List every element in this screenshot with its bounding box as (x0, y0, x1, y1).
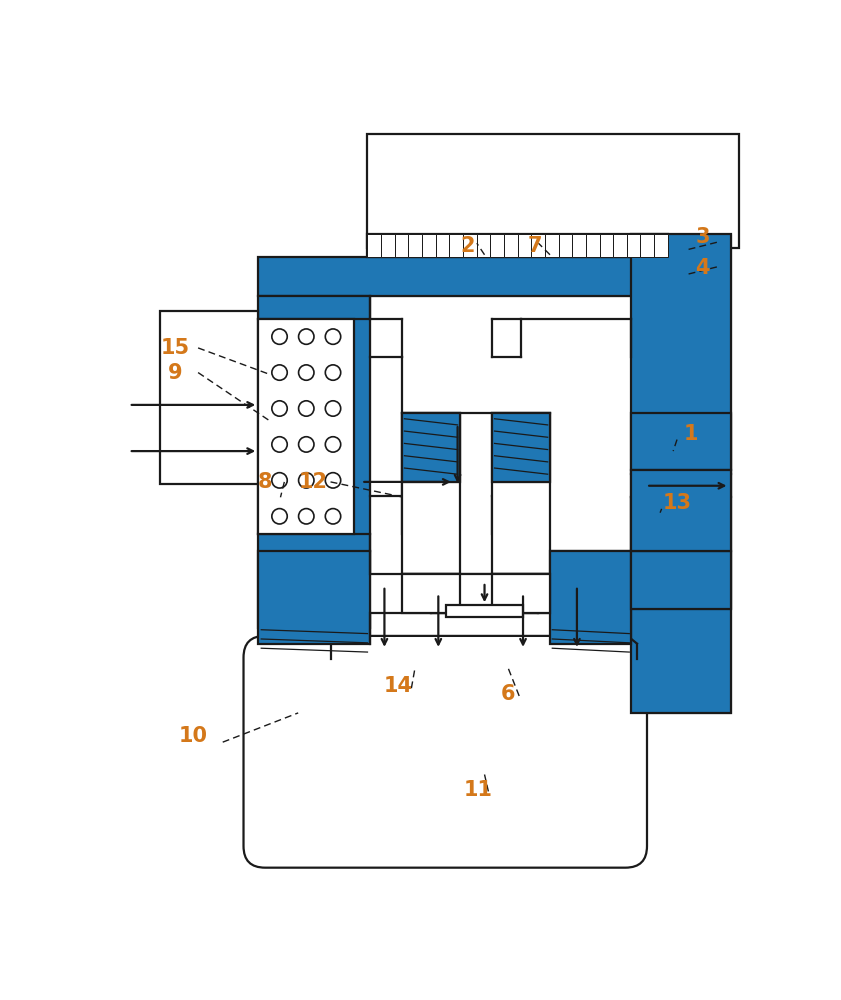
Text: 11: 11 (464, 780, 493, 800)
Bar (402, 413, 460, 482)
Bar (492, 413, 550, 574)
Bar (492, 574, 550, 613)
Bar (160, 311, 258, 484)
Text: 3: 3 (696, 227, 710, 247)
Bar (258, 551, 370, 644)
Bar (550, 551, 631, 644)
Bar (402, 413, 460, 482)
Text: 8: 8 (258, 472, 272, 492)
Bar (258, 257, 724, 296)
Bar (572, 234, 586, 257)
Bar (558, 234, 572, 257)
Bar (631, 551, 731, 609)
Bar (492, 574, 550, 601)
Bar (545, 234, 558, 257)
Bar (463, 234, 477, 257)
Bar (613, 234, 627, 257)
Bar (258, 551, 370, 644)
Bar (409, 234, 422, 257)
Bar (550, 551, 631, 644)
Bar (402, 574, 460, 601)
Bar (258, 319, 354, 534)
Bar (504, 234, 518, 257)
Bar (631, 551, 731, 609)
Text: 14: 14 (383, 676, 413, 696)
Bar (627, 234, 641, 257)
Bar (631, 413, 731, 470)
Bar (532, 234, 545, 257)
Bar (641, 234, 654, 257)
Text: 1: 1 (684, 424, 698, 444)
Bar (518, 234, 532, 257)
Bar (258, 257, 724, 296)
Bar (394, 234, 409, 257)
Text: 15: 15 (161, 338, 189, 358)
Bar (258, 296, 370, 628)
Bar (368, 234, 381, 257)
Bar (449, 234, 463, 257)
Text: 2: 2 (460, 236, 475, 256)
Bar (492, 413, 550, 482)
Bar (370, 574, 600, 613)
Bar (586, 234, 600, 257)
Bar (422, 234, 436, 257)
Text: 4: 4 (696, 258, 710, 278)
Bar (436, 234, 449, 257)
Bar (600, 234, 613, 257)
Bar (631, 413, 731, 470)
Text: 10: 10 (179, 726, 208, 746)
Bar (368, 234, 668, 257)
Bar (654, 234, 668, 257)
Bar (631, 234, 731, 713)
Bar (492, 413, 550, 482)
Bar (631, 234, 731, 713)
Bar (258, 296, 370, 628)
Text: 7: 7 (527, 236, 542, 256)
Text: 12: 12 (299, 472, 328, 492)
Text: 6: 6 (500, 684, 515, 704)
Bar (402, 574, 460, 613)
Bar (402, 413, 460, 574)
FancyBboxPatch shape (244, 636, 647, 868)
Bar (477, 234, 490, 257)
Bar (446, 605, 523, 617)
Bar (381, 234, 394, 257)
Text: 9: 9 (167, 363, 182, 383)
Text: 13: 13 (663, 493, 691, 513)
Bar (368, 134, 739, 248)
Bar (631, 470, 731, 551)
Bar (490, 234, 504, 257)
